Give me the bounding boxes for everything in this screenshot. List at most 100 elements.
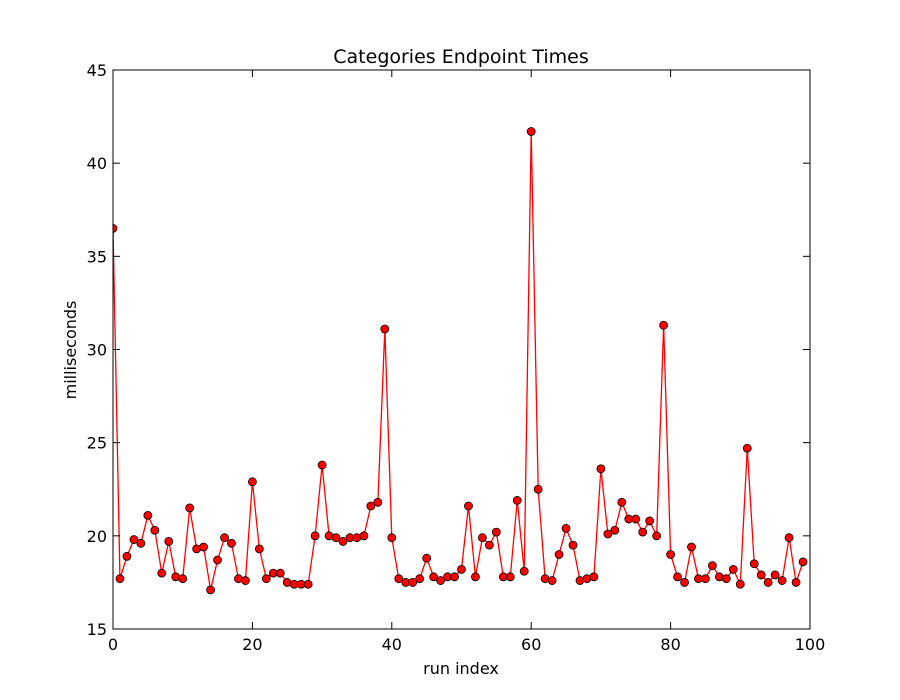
data-point [596, 464, 606, 474]
data-point [227, 538, 236, 548]
data-point [728, 564, 738, 574]
data-point [708, 561, 717, 571]
data-point [645, 516, 655, 526]
y-tick-label: 40 [87, 154, 107, 173]
data-point [373, 497, 383, 507]
data-point [338, 537, 348, 546]
y-tick-label: 45 [87, 61, 107, 80]
y-tick-label: 20 [87, 527, 107, 546]
data-point [422, 553, 432, 563]
data-point [756, 570, 766, 580]
data-point [213, 555, 222, 565]
data-point [680, 578, 689, 587]
x-tick-label: 40 [382, 635, 402, 654]
data-point [512, 496, 522, 505]
data-point [484, 540, 494, 550]
data-point [143, 510, 153, 520]
y-tick-label: 30 [87, 341, 107, 360]
data-point [450, 572, 459, 582]
data-point [464, 501, 473, 511]
data-point [359, 531, 369, 541]
data-point [457, 564, 466, 574]
data-point [206, 585, 215, 595]
data-point [415, 574, 425, 584]
data-point [561, 523, 571, 533]
data-point [659, 320, 669, 330]
data-point [429, 572, 439, 582]
x-tick-label: 80 [660, 635, 680, 654]
chart-title: Categories Endpoint Times [333, 46, 588, 68]
data-point [589, 572, 599, 582]
x-tick-label: 20 [242, 635, 262, 654]
data-point [547, 576, 557, 585]
data-point [247, 477, 257, 487]
data-point [526, 127, 536, 136]
data-point [798, 557, 808, 567]
data-point [610, 525, 620, 535]
data-point [791, 578, 801, 587]
data-point [254, 544, 264, 554]
data-point [122, 551, 132, 561]
plot-frame [112, 69, 811, 630]
plot-area [113, 127, 808, 595]
data-point [436, 576, 445, 585]
data-point [178, 574, 188, 584]
data-point [505, 572, 515, 582]
data-point [631, 514, 641, 524]
data-point [303, 579, 313, 589]
data-point [150, 525, 160, 535]
data-point [721, 574, 731, 584]
data-point [568, 540, 578, 550]
data-point [380, 324, 390, 334]
data-point [261, 574, 271, 584]
data-point [603, 529, 613, 539]
y-axis-label: milliseconds [61, 301, 80, 400]
data-point [617, 497, 627, 507]
data-point [638, 527, 648, 537]
data-point [519, 566, 529, 576]
axis-ticks: 0 20 40 60 80 100 15 20 25 30 35 40 45 [87, 61, 826, 654]
data-point [478, 533, 487, 543]
data-point [394, 574, 404, 584]
y-tick-label: 35 [87, 247, 107, 266]
x-axis-label: run index [423, 659, 499, 678]
data-point [777, 576, 787, 585]
data-point [115, 574, 125, 584]
data-point [310, 531, 320, 541]
x-tick-label: 0 [108, 635, 118, 654]
data-point [784, 533, 794, 543]
data-point [317, 460, 327, 470]
data-point [275, 568, 285, 578]
data-point [742, 443, 752, 453]
data-point [129, 535, 139, 544]
data-point [408, 578, 418, 587]
data-point [687, 542, 696, 552]
data-point [220, 533, 229, 543]
data-point [491, 527, 501, 537]
data-point [673, 572, 682, 582]
series-line [113, 131, 804, 591]
data-point [749, 559, 759, 569]
data-point [533, 484, 543, 494]
data-point [157, 568, 167, 578]
data-point [113, 223, 118, 233]
data-point [554, 550, 564, 559]
x-tick-label: 60 [521, 635, 541, 654]
data-point [199, 542, 209, 552]
data-point [366, 501, 376, 511]
data-point [666, 550, 675, 559]
data-point [241, 576, 250, 585]
y-tick-label: 15 [87, 620, 107, 639]
data-point [136, 538, 146, 548]
data-point [652, 531, 662, 541]
data-point [185, 503, 195, 513]
data-point [164, 537, 174, 546]
x-tick-label: 100 [795, 635, 826, 654]
data-point [387, 533, 397, 543]
data-point [701, 574, 710, 584]
data-point [735, 579, 745, 589]
data-point [331, 533, 341, 543]
y-tick-label: 25 [87, 434, 107, 453]
